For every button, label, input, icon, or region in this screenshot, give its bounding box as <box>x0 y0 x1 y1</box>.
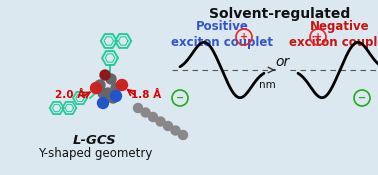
Text: nm: nm <box>376 80 378 90</box>
Text: +: + <box>314 32 322 42</box>
Text: −: − <box>358 93 366 103</box>
Circle shape <box>98 88 108 98</box>
Circle shape <box>116 79 127 90</box>
Text: Solvent-regulated: Solvent-regulated <box>209 7 351 21</box>
Circle shape <box>178 131 187 139</box>
Text: 2.0 Å: 2.0 Å <box>55 90 85 100</box>
Circle shape <box>103 88 113 98</box>
Circle shape <box>98 97 108 108</box>
Circle shape <box>106 74 116 84</box>
Circle shape <box>95 80 105 90</box>
Text: +: + <box>240 32 248 42</box>
Text: nm: nm <box>259 80 276 90</box>
Circle shape <box>171 126 180 135</box>
Circle shape <box>90 82 102 93</box>
Text: −: − <box>176 93 184 103</box>
Circle shape <box>133 103 143 113</box>
Circle shape <box>100 70 110 80</box>
Circle shape <box>149 113 158 121</box>
Text: 1.8 Å: 1.8 Å <box>131 90 161 100</box>
Text: Positive
exciton couplet: Positive exciton couplet <box>171 20 273 49</box>
Text: Y-shaped geometry: Y-shaped geometry <box>38 146 152 159</box>
Circle shape <box>141 108 150 117</box>
Text: L-GCS: L-GCS <box>73 134 117 146</box>
Circle shape <box>111 83 121 93</box>
Circle shape <box>164 121 172 131</box>
Circle shape <box>108 93 118 103</box>
Circle shape <box>156 117 165 126</box>
Circle shape <box>110 90 121 102</box>
Text: or: or <box>275 55 289 69</box>
Text: Negative
exciton couplet: Negative exciton couplet <box>289 20 378 49</box>
